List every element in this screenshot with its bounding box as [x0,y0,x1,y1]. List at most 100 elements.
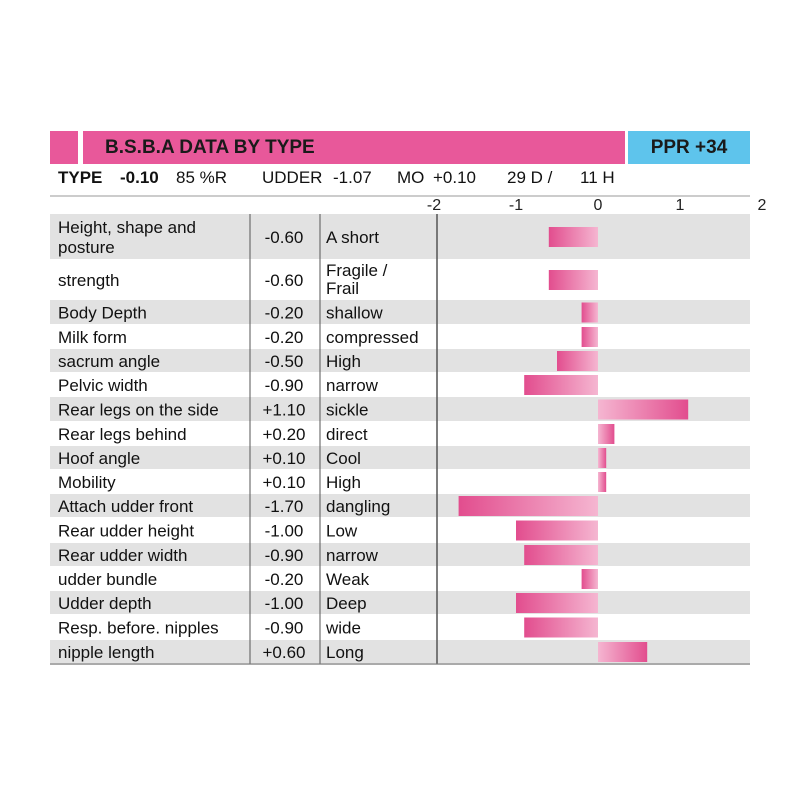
descriptor-label: dangling [326,497,390,516]
bar [581,302,598,323]
trait-label: Pelvic width [58,376,148,395]
value-label: +0.10 [262,473,305,492]
title-bar-divider [78,131,83,164]
type-value: -0.10 [120,168,159,187]
value-label: -1.70 [265,497,304,516]
descriptor-label: High [326,473,361,492]
descriptor-label: A short [326,228,379,247]
x-axis-ticks: -2 -1 0 1 2 [427,197,767,214]
bar [548,227,598,247]
value-label: -0.50 [265,352,304,371]
herds: 11 H [580,168,615,187]
value-label: +0.20 [262,425,305,444]
descriptor-label: Frail [326,279,359,298]
bar [557,351,598,371]
x-tick-label: 1 [676,197,685,214]
row-stripe [50,214,750,260]
daughters: 29 D / [507,168,553,187]
value-label: -0.90 [265,376,304,395]
title-bar [50,131,625,164]
bar [524,375,598,395]
descriptor-label: direct [326,425,368,444]
mo-label: MO [397,168,424,187]
descriptor-label: High [326,352,361,371]
trait-label: Rear udder width [58,546,187,565]
type-label: TYPE [58,168,102,187]
descriptor-label: Fragile / [326,261,388,280]
bar [516,593,598,613]
trait-label: Body Depth [58,304,147,323]
value-label: -0.20 [265,570,304,589]
x-tick-label: -1 [509,197,523,214]
trait-label: Hoof angle [58,449,140,468]
bar [598,399,689,420]
trait-label: Rear legs on the side [58,401,219,420]
trait-label: posture [58,238,115,257]
bar [581,327,598,347]
value-label: -0.90 [265,619,304,638]
bar [598,424,615,444]
ppr-badge-label: PPR +34 [651,137,728,158]
value-label: -0.90 [265,546,304,565]
chart-title: B.S.B.A DATA BY TYPE [105,137,315,158]
x-tick-label: 0 [594,197,603,214]
descriptor-label: Weak [326,570,370,589]
value-label: -1.00 [265,522,304,541]
trait-label: sacrum angle [58,352,160,371]
descriptor-label: Low [326,522,358,541]
value-label: -0.20 [265,328,304,347]
ppr-badge [628,131,750,164]
row-stripe [50,349,750,373]
descriptor-label: sickle [326,401,369,420]
bar [548,270,598,290]
bar [598,448,607,468]
trait-label: Milk form [58,328,127,347]
bar [598,472,607,492]
descriptor-label: narrow [326,546,379,565]
trait-label: Height, shape and [58,218,196,237]
mo-value: +0.10 [433,168,476,187]
bars [458,227,689,662]
reliability: 85 %R [176,168,227,187]
trait-label: strength [58,271,119,290]
udder-value: -1.07 [333,168,372,187]
trait-label: nipple length [58,643,154,662]
descriptor-label: Cool [326,449,361,468]
info-line: TYPE -0.10 85 %R UDDER -1.07 MO +0.10 29… [58,168,615,187]
trait-label: udder bundle [58,570,157,589]
value-label: +0.10 [262,449,305,468]
value-label: -0.60 [265,271,304,290]
descriptor-label: wide [325,619,361,638]
value-label: -0.20 [265,304,304,323]
value-label: -0.60 [265,228,304,247]
bar [458,496,598,516]
bar [524,617,598,638]
descriptor-label: Deep [326,594,367,613]
descriptor-label: narrow [326,376,379,395]
x-tick-label: 2 [758,197,767,214]
row-stripe [50,300,750,325]
bar [516,520,598,541]
bar [598,642,648,662]
udder-label: UDDER [262,168,322,187]
x-tick-label: -2 [427,197,441,214]
value-label: +1.10 [262,401,305,420]
row-stripe [50,446,750,470]
bar [581,569,598,589]
trait-label: Resp. before. nipples [58,619,219,638]
value-label: -1.00 [265,594,304,613]
column-dividers [50,214,750,665]
descriptor-label: compressed [326,328,419,347]
descriptor-label: shallow [326,304,383,323]
descriptor-label: Long [326,643,364,662]
row-stripe [50,591,750,615]
trait-label: Udder depth [58,594,152,613]
trait-label: Mobility [58,473,116,492]
value-label: +0.60 [262,643,305,662]
trait-label: Attach udder front [58,497,193,516]
trait-label: Rear udder height [58,522,194,541]
trait-label: Rear legs behind [58,425,187,444]
bar [524,545,598,565]
